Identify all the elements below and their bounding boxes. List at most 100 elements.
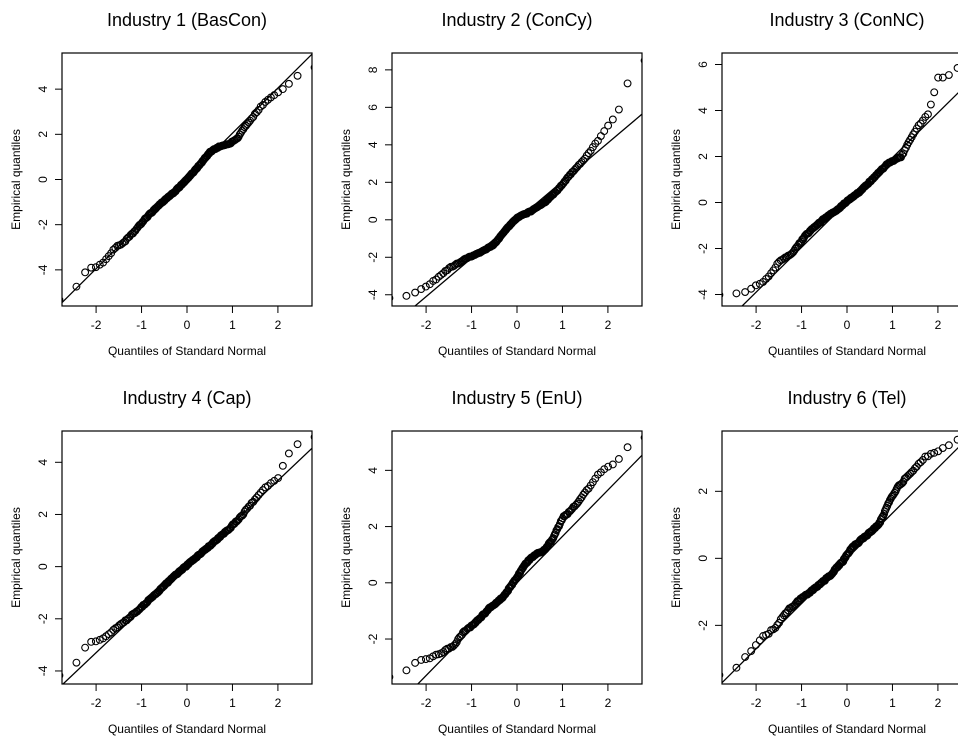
data-point [432, 275, 441, 284]
chart-panel-5: Industry 5 (EnU) -2 -1 0 1 2 -2 0 2 4 Quantiles of… [339, 388, 643, 736]
x-tick-label: -2 [751, 696, 762, 710]
y-tick-label: 0 [36, 563, 50, 570]
x-tick-label: 0 [514, 696, 521, 710]
data-point [254, 491, 263, 500]
y-tick-label: 6 [366, 104, 380, 111]
plot-area [722, 435, 958, 684]
data-point [274, 474, 283, 483]
data-point [91, 263, 100, 272]
data-point [421, 655, 430, 664]
data-point [252, 108, 261, 117]
x-tick-label: -1 [466, 318, 477, 332]
y-axis-label: Empirical quantiles [339, 129, 353, 230]
x-axis-label: Quantiles of Standard Normal [438, 344, 596, 358]
x-tick-label: 2 [605, 696, 612, 710]
data-point [771, 263, 780, 272]
x-tick-label: -1 [136, 696, 147, 710]
y-tick-label: -4 [36, 264, 50, 275]
data-point [252, 493, 261, 502]
x-tick-label: -1 [136, 318, 147, 332]
y-tick-label: 4 [696, 107, 710, 114]
data-point [614, 455, 623, 463]
y-tick-label: 4 [36, 85, 50, 92]
y-tick-label: 8 [366, 66, 380, 73]
data-point [87, 263, 96, 272]
data-point [104, 630, 113, 639]
data-point [411, 658, 420, 667]
data-point [293, 71, 302, 80]
data-point [437, 270, 446, 279]
data-point [773, 621, 782, 630]
data-point [293, 440, 302, 449]
y-tick-label: -2 [36, 219, 50, 230]
x-tick-label: 2 [275, 318, 282, 332]
x-axis-label: Quantiles of Standard Normal [438, 722, 596, 736]
data-point [91, 637, 100, 646]
chart-title: Industry 6 (Tel) [787, 388, 906, 408]
x-tick-label: -2 [421, 318, 432, 332]
data-point [614, 105, 623, 114]
y-tick-label: 4 [366, 467, 380, 474]
data-point [392, 295, 394, 302]
x-tick-label: -1 [796, 696, 807, 710]
data-point [233, 134, 242, 143]
data-point [916, 458, 925, 467]
data-point [640, 434, 642, 441]
data-point [62, 296, 64, 303]
data-point [890, 488, 899, 497]
data-point [582, 151, 591, 160]
data-point [722, 672, 724, 679]
x-axis-label: Quantiles of Standard Normal [768, 344, 926, 358]
data-point [102, 632, 111, 641]
data-point [930, 448, 939, 457]
y-axis-label: Empirical quantiles [669, 507, 683, 608]
data-point [953, 64, 958, 72]
plot-frame [721, 52, 958, 307]
y-tick-label: -2 [36, 613, 50, 624]
data-point [934, 447, 943, 456]
data-point [604, 121, 613, 130]
data-point [953, 435, 958, 444]
y-tick-label: 0 [366, 579, 380, 586]
data-point [582, 486, 591, 494]
x-tick-label: -2 [91, 696, 102, 710]
data-point [72, 282, 81, 291]
data-point [62, 672, 64, 679]
x-tick-label: -1 [796, 318, 807, 332]
data-point [278, 461, 287, 470]
data-point [762, 274, 771, 283]
data-point [261, 98, 270, 106]
data-point [417, 655, 426, 664]
chart-panel-1: Industry 1 (BasCon) -2 -1 0 1 2 -4 -2 0 2 4 Quantil… [9, 10, 313, 358]
y-tick-label: -4 [366, 289, 380, 300]
plot-frame [61, 430, 313, 685]
data-point [741, 653, 750, 661]
data-point [732, 289, 741, 298]
y-tick-label: 4 [366, 141, 380, 148]
data-point [109, 625, 118, 634]
y-tick-label: 2 [366, 523, 380, 530]
x-tick-label: 1 [229, 696, 236, 710]
data-point [898, 479, 907, 488]
data-point [547, 536, 556, 545]
chart-title: Industry 1 (BasCon) [107, 10, 267, 30]
data-point [600, 465, 609, 474]
data-point [402, 666, 411, 675]
y-tick-label: -2 [366, 633, 380, 644]
y-axis-label: Empirical quantiles [669, 129, 683, 230]
data-point [898, 150, 907, 159]
data-point [411, 288, 420, 297]
x-tick-label: 0 [514, 318, 521, 332]
data-point [604, 462, 613, 471]
data-point [256, 102, 265, 111]
data-point [897, 480, 905, 489]
chart-panel-6: Industry 6 (Tel) -2 -1 0 1 2 -2 0 2 Quantiles of … [669, 388, 958, 736]
data-point [421, 282, 430, 291]
data-point [747, 284, 756, 293]
plot-frame [391, 52, 643, 307]
y-tick-label: 2 [366, 179, 380, 186]
data-point [741, 288, 750, 296]
y-tick-label: 6 [696, 61, 710, 68]
data-point [591, 474, 600, 483]
